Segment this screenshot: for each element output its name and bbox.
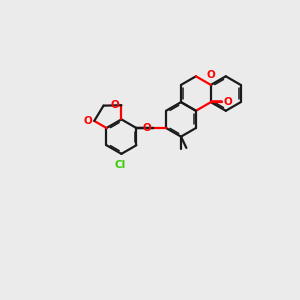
Text: O: O: [83, 116, 92, 126]
Text: O: O: [206, 70, 215, 80]
Text: O: O: [110, 100, 119, 110]
Text: Cl: Cl: [114, 160, 126, 170]
Text: O: O: [142, 123, 151, 133]
Text: O: O: [224, 97, 232, 107]
